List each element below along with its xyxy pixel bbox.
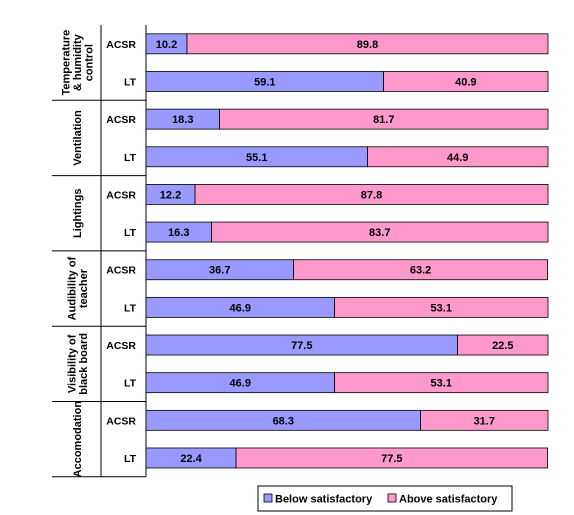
- data-label: 89.8: [357, 39, 378, 51]
- bar-visibility-of-black-board-acsr-above-satisfactory: [457, 334, 549, 356]
- row-label-acsr: ACSR: [106, 415, 136, 427]
- data-label: 10.2: [156, 39, 177, 51]
- bar-audibility-of-teacher-acsr-above-satisfactory: [293, 259, 548, 281]
- row-label-acsr: ACSR: [106, 340, 136, 352]
- data-label: 36.7: [209, 265, 230, 277]
- legend-label-above-satisfactory: Above satisfactory: [399, 494, 498, 506]
- row-label-lt: LT: [124, 302, 137, 314]
- legend-swatch-above-satisfactory: [387, 493, 397, 503]
- category-labels: Temperature& humiditycontrol ACSR LT Ventil…: [61, 30, 137, 478]
- data-label: 31.7: [474, 415, 495, 427]
- group-label-temperature-humidity-control: Temperature& humiditycontrol: [61, 30, 96, 96]
- data-label: 16.3: [168, 227, 189, 239]
- bar-ventilation-acsr-above-satisfactory: [219, 108, 549, 130]
- data-label: 68.3: [273, 415, 294, 427]
- bar-temperature-humidity-control-lt-above-satisfactory: [383, 71, 549, 92]
- bar-accomodation-lt-above-satisfactory: [235, 447, 548, 469]
- data-label: 53.1: [431, 378, 452, 390]
- group-label-line: & humidity: [72, 33, 84, 91]
- data-label: 46.9: [230, 378, 251, 390]
- row-label-lt: LT: [124, 378, 137, 390]
- data-label: 55.1: [246, 152, 267, 164]
- data-label: 44.9: [447, 152, 468, 164]
- data-label: 22.5: [492, 340, 513, 352]
- bar-lightings-lt-above-satisfactory: [211, 221, 549, 243]
- row-label-lt: LT: [124, 76, 137, 88]
- group-label-line: Temperature: [61, 30, 73, 96]
- data-label: 63.2: [410, 265, 431, 277]
- group-label-lightings: Lightings: [72, 189, 84, 239]
- bar-ventilation-lt-above-satisfactory: [367, 146, 549, 168]
- row-label-acsr: ACSR: [106, 114, 136, 126]
- group-label-line: black board: [78, 333, 90, 395]
- group-label-line: Visibility of: [66, 334, 78, 393]
- row-label-acsr: ACSR: [106, 265, 136, 277]
- bar-temperature-humidity-control-acsr-above-satisfactory: [186, 33, 549, 55]
- row-label-lt: LT: [124, 227, 137, 239]
- data-label: 53.1: [431, 302, 452, 314]
- group-label-line: Audibility of: [66, 256, 78, 320]
- group-label-line: Accomodation: [72, 401, 84, 478]
- data-label: 46.9: [230, 302, 251, 314]
- group-label-audibility-of-teacher: Audibility ofteacher: [66, 256, 90, 320]
- bars: 10.2 89.8 59.1 40.9 18.3 81.7 55.1 44.9 12.2 87.8…: [145, 33, 549, 469]
- data-label: 77.5: [291, 340, 312, 352]
- data-label: 81.7: [373, 114, 394, 126]
- row-label-lt: LT: [124, 453, 137, 465]
- row-label-acsr: ACSR: [106, 189, 136, 201]
- group-label-ventilation: Ventilation: [72, 110, 84, 166]
- group-label-line: Ventilation: [72, 110, 84, 166]
- data-label: 40.9: [455, 76, 476, 88]
- data-label: 87.8: [361, 189, 382, 201]
- legend-label-below-satisfactory: Below satisfactory: [275, 494, 373, 506]
- bar-lightings-acsr-above-satisfactory: [194, 184, 549, 205]
- legend: Below satisfactory Above satisfactory: [257, 485, 513, 512]
- data-label: 77.5: [381, 453, 402, 465]
- row-label-lt: LT: [124, 152, 137, 164]
- legend-box: [257, 485, 513, 512]
- bar-audibility-of-teacher-lt-above-satisfactory: [334, 296, 549, 318]
- row-label-acsr: ACSR: [106, 39, 136, 51]
- group-label-line: Lightings: [72, 189, 84, 239]
- group-label-line: control: [84, 44, 96, 81]
- data-label: 12.2: [160, 189, 181, 201]
- bar-visibility-of-black-board-lt-above-satisfactory: [334, 372, 549, 394]
- data-label: 18.3: [172, 114, 193, 126]
- group-label-line: teacher: [78, 268, 90, 308]
- bar-accomodation-acsr-above-satisfactory: [420, 409, 549, 431]
- legend-swatch-below-satisfactory: [263, 493, 273, 503]
- group-label-accomodation: Accomodation: [72, 401, 84, 478]
- axes: [52, 25, 147, 478]
- data-label: 22.4: [180, 453, 202, 465]
- data-label: 59.1: [254, 76, 275, 88]
- data-label: 83.7: [369, 227, 390, 239]
- group-label-visibility-of-black-board: Visibility ofblack board: [66, 333, 90, 395]
